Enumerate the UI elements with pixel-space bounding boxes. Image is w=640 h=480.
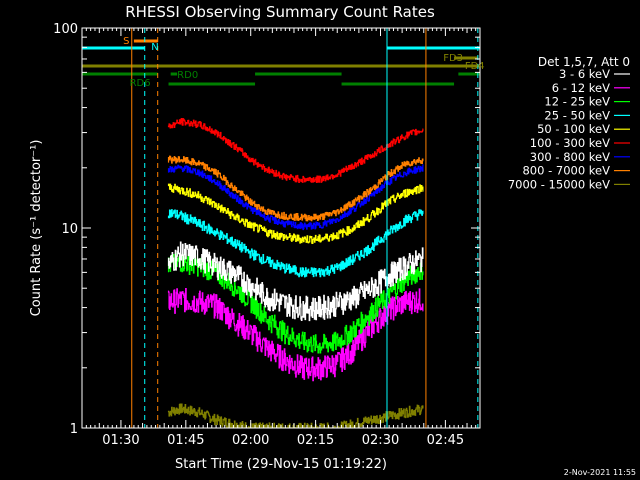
legend-entry: 25 - 50 keV [544, 108, 610, 122]
y-axis: 1 10 100 [53, 22, 480, 437]
series-line [167, 288, 424, 382]
series-line [167, 164, 424, 231]
x-tick-label: 02:45 [427, 433, 464, 448]
status-segments [82, 39, 480, 86]
annotation-label: FD3 [443, 53, 463, 64]
event-markers [131, 28, 479, 428]
annotation-label: FD4 [465, 61, 485, 72]
series-line [167, 209, 424, 278]
series-line [167, 241, 424, 322]
y-axis-label: Count Rate (s⁻¹ detector⁻¹) [29, 140, 44, 317]
series-line [167, 117, 424, 184]
annotation-label: RD6 [130, 78, 151, 89]
series-group [167, 117, 424, 429]
series-line [167, 155, 424, 222]
plot-area [82, 28, 480, 429]
legend-entry: 3 - 6 keV [559, 67, 610, 81]
annotation-label: N [151, 42, 158, 53]
legend-entry: 12 - 25 keV [544, 95, 610, 109]
y-tick-label: 1 [70, 422, 78, 437]
series-line [167, 253, 424, 354]
legend-entry: 6 - 12 keV [552, 81, 610, 95]
y-tick-label: 100 [53, 22, 78, 37]
x-tick-label: 02:30 [362, 433, 399, 448]
x-tick-label: 02:00 [232, 433, 269, 448]
y-tick-label: 10 [61, 222, 78, 237]
timestamp: 2-Nov-2021 11:55 [564, 468, 636, 477]
legend-entry: 7000 - 15000 keV [508, 177, 610, 191]
x-tick-label: 01:45 [167, 433, 204, 448]
legend-entry: 800 - 7000 keV [522, 164, 610, 178]
legend-entry: 50 - 100 keV [537, 122, 610, 136]
x-axis: 01:30 01:45 02:00 02:15 02:30 02:45 [81, 28, 481, 448]
series-line [167, 183, 424, 245]
annotation-label: S [123, 36, 129, 47]
legend-entry: 300 - 800 keV [530, 150, 610, 164]
legend-header: Det 1,5,7, Att 0 [538, 55, 630, 69]
legend-entry: 100 - 300 keV [530, 136, 610, 150]
annotation-label: RD0 [177, 70, 198, 81]
x-tick-label: 02:15 [297, 433, 334, 448]
x-axis-label: Start Time (29-Nov-15 01:19:22) [175, 457, 387, 472]
x-tick-label: 01:30 [102, 433, 139, 448]
chart-title: RHESSI Observing Summary Count Rates [125, 3, 435, 21]
